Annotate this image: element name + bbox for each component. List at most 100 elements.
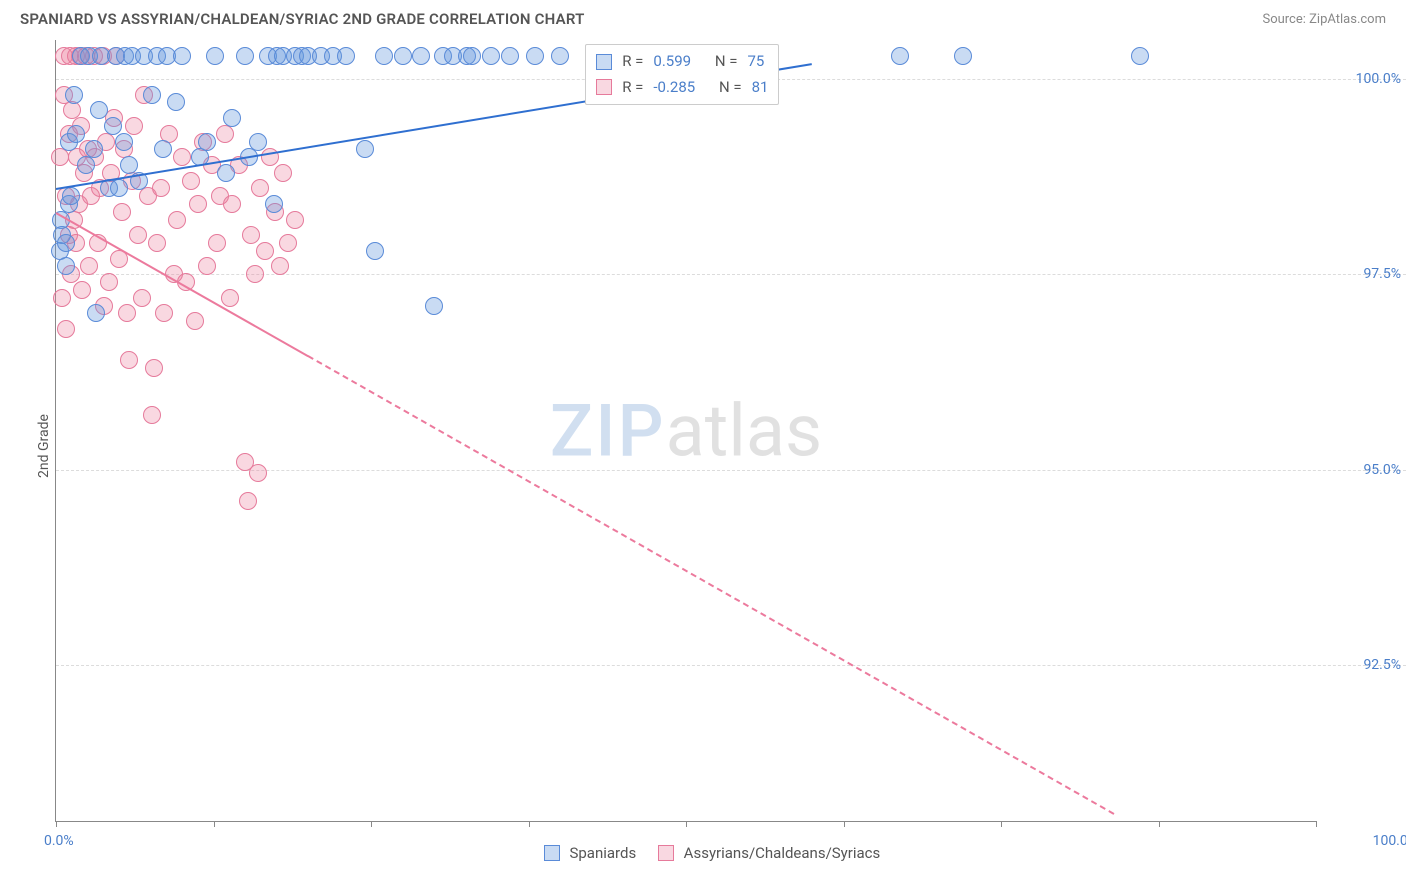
point-spaniards [526,47,544,65]
y-axis-label: 2nd Grade [36,414,52,478]
point-assyrians [216,125,234,143]
chart-plot-area: ZIPatlas 0.0% 100.0% 92.5%95.0%97.5%100.… [55,40,1316,822]
x-tick [529,821,530,827]
point-spaniards [104,117,122,135]
n-label-2: N = [719,75,742,101]
x-tick [214,821,215,827]
point-spaniards [463,47,481,65]
point-assyrians [57,320,75,338]
point-assyrians [80,257,98,275]
point-assyrians [73,281,91,299]
point-spaniards [57,257,75,275]
point-spaniards [173,47,191,65]
point-spaniards [217,164,235,182]
point-assyrians [208,234,226,252]
point-assyrians [239,492,257,510]
point-assyrians [155,304,173,322]
correlation-stats-box: R = 0.599 N = 75 R = -0.285 N = 81 [585,44,779,105]
r-label: R = [622,49,643,75]
point-spaniards [891,47,909,65]
x-tick [1316,821,1317,827]
swatch-assyrians [596,79,612,95]
point-spaniards [115,133,133,151]
point-assyrians [286,211,304,229]
point-assyrians [256,242,274,260]
point-spaniards [62,187,80,205]
point-spaniards [394,47,412,65]
point-assyrians [242,226,260,244]
point-assyrians [100,273,118,291]
point-spaniards [501,47,519,65]
point-assyrians [251,179,269,197]
x-tick [56,821,57,827]
watermark: ZIPatlas [550,388,822,473]
point-spaniards [90,101,108,119]
point-assyrians [168,211,186,229]
point-assyrians [145,359,163,377]
chart-title: SPANIARD VS ASSYRIAN/CHALDEAN/SYRIAC 2ND… [20,10,585,28]
point-spaniards [954,47,972,65]
point-spaniards [198,133,216,151]
point-spaniards [425,297,443,315]
n-label: N = [715,49,738,75]
r-value-spaniards: 0.599 [653,49,691,75]
point-assyrians [182,172,200,190]
trendline-assyrians [56,212,309,357]
point-assyrians [223,195,241,213]
point-spaniards [249,133,267,151]
trendline-assyrians [308,355,1115,815]
point-assyrians [120,351,138,369]
y-tick-label: 100.0% [1356,71,1401,87]
point-spaniards [154,140,172,158]
point-spaniards [356,140,374,158]
point-assyrians [246,265,264,283]
point-spaniards [167,93,185,111]
point-assyrians [279,234,297,252]
point-assyrians [118,304,136,322]
legend-swatch-assyrians [658,845,674,861]
watermark-atlas: atlas [666,388,823,473]
point-assyrians [113,203,131,221]
point-spaniards [265,195,283,213]
point-assyrians [152,179,170,197]
point-spaniards [1131,47,1149,65]
source-attribution: Source: ZipAtlas.com [1262,12,1386,27]
series-legend: Spaniards Assyrians/Chaldeans/Syriacs [0,844,1406,862]
point-spaniards [337,47,355,65]
point-assyrians [129,226,147,244]
stats-row-spaniards: R = 0.599 N = 75 [596,49,768,75]
watermark-zip: ZIP [550,388,666,473]
point-spaniards [65,86,83,104]
point-assyrians [173,148,191,166]
point-spaniards [87,304,105,322]
legend-label-spaniards: Spaniards [569,844,636,862]
point-spaniards [482,47,500,65]
y-tick-label: 97.5% [1363,266,1401,282]
point-assyrians [51,148,69,166]
point-assyrians [148,234,166,252]
r-value-assyrians: -0.285 [653,75,695,101]
point-assyrians [189,195,207,213]
legend-swatch-spaniards [544,845,560,861]
point-spaniards [236,47,254,65]
point-assyrians [125,117,143,135]
point-assyrians [198,257,216,275]
point-assyrians [53,289,71,307]
point-spaniards [551,47,569,65]
x-tick [686,821,687,827]
point-spaniards [110,179,128,197]
point-assyrians [274,164,292,182]
point-spaniards [375,47,393,65]
n-value-assyrians: 81 [752,75,769,101]
legend-label-assyrians: Assyrians/Chaldeans/Syriacs [684,844,881,862]
point-spaniards [206,47,224,65]
x-tick [1001,821,1002,827]
point-spaniards [223,109,241,127]
n-value-spaniards: 75 [747,49,764,75]
x-tick [844,821,845,827]
point-assyrians [143,406,161,424]
point-spaniards [85,140,103,158]
x-tick [1159,821,1160,827]
gridline [56,665,1406,666]
r-label-2: R = [622,75,643,101]
